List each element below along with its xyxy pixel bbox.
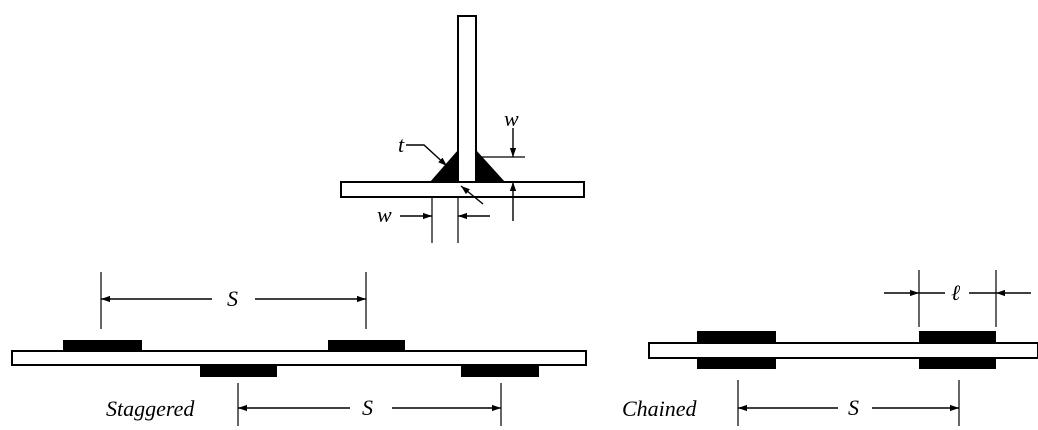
throat-leader bbox=[406, 144, 448, 167]
staggered-weld-bottom-1 bbox=[200, 365, 277, 377]
web-plate bbox=[457, 15, 477, 183]
chained-weld-bottom-1 bbox=[697, 358, 776, 369]
staggered-weld-top-1 bbox=[63, 340, 142, 351]
chained-weld-bottom-2 bbox=[919, 358, 996, 369]
staggered-detail: S S Staggered bbox=[11, 272, 587, 426]
staggered-plate bbox=[11, 350, 587, 366]
flange-plate bbox=[340, 181, 585, 198]
chained-length-label: ℓ bbox=[951, 280, 961, 305]
chained-spacing-label: S bbox=[848, 395, 859, 420]
chained-weld-top-2 bbox=[919, 331, 996, 343]
chained-detail: ℓ S Chained bbox=[622, 270, 1038, 426]
throat-arrow bbox=[460, 185, 484, 205]
staggered-caption: Staggered bbox=[106, 396, 195, 421]
chained-weld-top-1 bbox=[697, 331, 776, 343]
chained-caption: Chained bbox=[622, 396, 698, 421]
tee-joint-detail: t w w bbox=[340, 15, 585, 243]
staggered-top-spacing-label: S bbox=[227, 286, 238, 311]
staggered-weld-bottom-2 bbox=[461, 365, 539, 377]
chained-plate bbox=[648, 342, 1038, 359]
leg-vertical-label: w bbox=[504, 106, 519, 131]
left-fillet-weld bbox=[430, 150, 458, 182]
leg-horizontal-label: w bbox=[377, 202, 392, 227]
staggered-bottom-spacing-label: S bbox=[362, 395, 373, 420]
staggered-weld-top-2 bbox=[328, 340, 405, 351]
throat-label: t bbox=[398, 132, 405, 157]
right-fillet-weld bbox=[476, 150, 505, 182]
